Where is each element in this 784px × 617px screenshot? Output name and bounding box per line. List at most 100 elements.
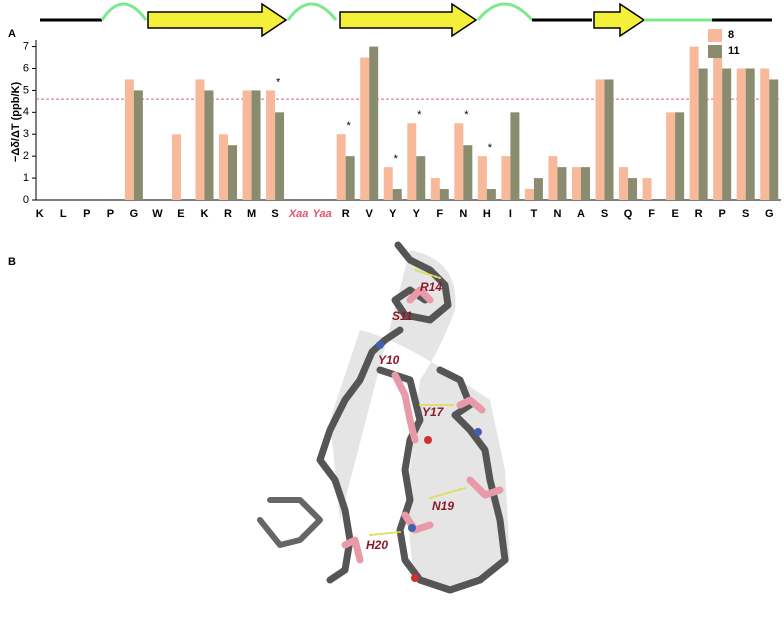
bar	[407, 123, 417, 200]
panel-label: B	[8, 256, 16, 268]
panel-label: A	[8, 28, 16, 40]
y-tick-label: 2	[23, 150, 29, 162]
annotation: *	[417, 109, 422, 121]
x-tick-label: H	[483, 208, 491, 220]
x-tick-label: V	[366, 208, 374, 220]
x-tick-label: E	[177, 208, 184, 220]
y-tick-label: 5	[23, 84, 29, 96]
x-tick-label: K	[36, 208, 44, 220]
x-tick-label: Yaa	[313, 208, 332, 220]
bar	[580, 167, 590, 200]
bar	[228, 145, 238, 200]
bar	[510, 112, 520, 200]
x-tick-label: F	[648, 208, 655, 220]
x-tick-label: Q	[624, 208, 633, 220]
bar	[619, 167, 629, 200]
bar	[666, 112, 676, 200]
annotation: *	[276, 76, 281, 88]
x-tick-label: E	[671, 208, 678, 220]
bar	[266, 90, 276, 200]
bar	[219, 134, 229, 200]
x-tick-label: R	[695, 208, 703, 220]
bar	[548, 156, 558, 200]
x-tick-label: T	[531, 208, 538, 220]
bar	[486, 189, 496, 200]
bar	[454, 123, 464, 200]
y-tick-label: 7	[23, 40, 29, 52]
x-tick-label: P	[107, 208, 114, 220]
bar	[604, 79, 614, 200]
bar	[675, 112, 685, 200]
bar	[595, 79, 605, 200]
x-tick-label: S	[742, 208, 749, 220]
bar	[439, 189, 449, 200]
y-tick-label: 1	[23, 172, 29, 184]
bar	[416, 156, 426, 200]
x-tick-label: Y	[413, 208, 421, 220]
x-tick-label: K	[201, 208, 209, 220]
x-tick-label: Xaa	[288, 208, 309, 220]
x-tick-label: G	[765, 208, 774, 220]
y-tick-label: 0	[23, 194, 29, 206]
bar	[533, 178, 543, 200]
x-tick-label: F	[436, 208, 443, 220]
x-tick-label: R	[342, 208, 350, 220]
y-axis-label: −Δδ/ΔT (ppb/K)	[10, 82, 22, 163]
annotation: *	[347, 120, 352, 132]
bar	[557, 167, 567, 200]
bar	[124, 79, 134, 200]
x-tick-label: M	[247, 208, 256, 220]
x-tick-label: P	[719, 208, 726, 220]
bar	[336, 134, 346, 200]
legend-swatch	[708, 45, 722, 58]
residue-label: N19	[432, 499, 454, 513]
bar	[430, 178, 440, 200]
x-tick-label: R	[224, 208, 232, 220]
bar	[392, 189, 402, 200]
bar	[345, 156, 355, 200]
x-tick-label: Y	[389, 208, 397, 220]
bar	[383, 167, 393, 200]
x-tick-label: A	[577, 208, 585, 220]
bar	[689, 46, 699, 200]
bar	[745, 68, 755, 200]
annotation: *	[394, 153, 399, 165]
bar	[628, 178, 638, 200]
bar	[477, 156, 487, 200]
legend-label: 8	[728, 29, 734, 41]
x-tick-label: G	[130, 208, 139, 220]
bar	[736, 68, 746, 200]
bar	[769, 79, 779, 200]
bar	[242, 90, 252, 200]
bar	[501, 156, 511, 200]
bar	[713, 57, 723, 201]
y-tick-label: 3	[23, 128, 29, 140]
structure	[257, 241, 510, 594]
annotation: *	[464, 109, 469, 121]
x-tick-label: S	[271, 208, 278, 220]
x-tick-label: N	[459, 208, 467, 220]
bar	[195, 79, 205, 200]
x-tick-label: S	[601, 208, 608, 220]
bar	[524, 189, 534, 200]
bar	[722, 68, 732, 200]
x-tick-label: N	[553, 208, 561, 220]
bar	[133, 90, 143, 200]
x-tick-label: L	[60, 208, 67, 220]
x-tick-label: P	[83, 208, 90, 220]
residue-label: Y10	[378, 353, 400, 367]
bar	[171, 134, 181, 200]
bar-chart: 0 1 2 3 4 5 6 7 K L P P G W E K R M S Xaa Yaa R V Y Y F N H I T N A S Q F E…	[23, 29, 781, 220]
y-tick-label: 4	[23, 106, 29, 118]
y-tick-label: 6	[23, 62, 29, 74]
bar	[760, 68, 770, 200]
x-tick-label: I	[509, 208, 512, 220]
residue-label: S11	[392, 309, 413, 323]
x-tick-label: W	[152, 208, 163, 220]
residue-label: Y17	[422, 405, 445, 419]
annotation: *	[488, 142, 493, 154]
bar	[698, 68, 708, 200]
secondary-structure	[40, 2, 772, 38]
